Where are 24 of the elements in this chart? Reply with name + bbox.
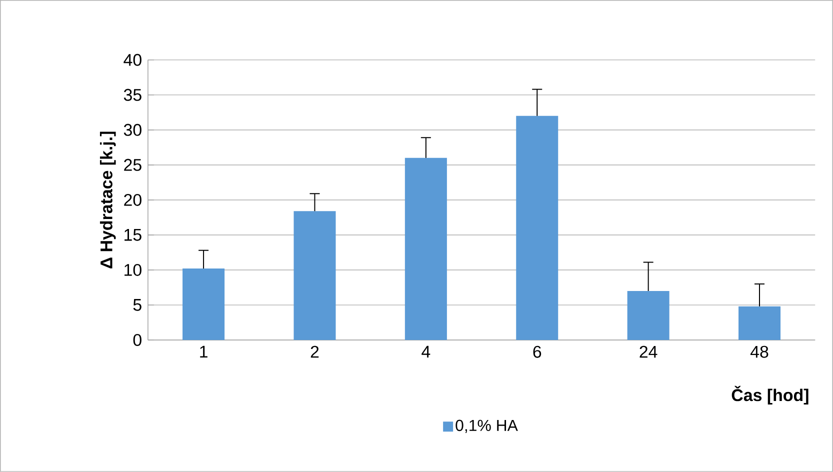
y-tick-label: 25 — [124, 158, 142, 171]
y-tick-label: 15 — [124, 229, 142, 241]
x-tick-label: 2 — [310, 346, 319, 358]
bar — [182, 268, 225, 340]
y-tick-label: 20 — [124, 194, 142, 206]
bar — [738, 306, 781, 340]
y-tick-label: 30 — [124, 124, 142, 136]
x-tick-label: 24 — [640, 346, 658, 358]
x-axis-title: Čas [hod] — [732, 386, 808, 405]
bar — [627, 291, 670, 340]
y-tick-label: 5 — [133, 299, 142, 311]
x-tick-label: 1 — [200, 346, 208, 358]
y-tick-label: 10 — [124, 264, 142, 276]
y-tick-label: 0 — [133, 334, 142, 346]
x-tick-label: 4 — [422, 346, 430, 358]
x-tick-label: 48 — [750, 346, 768, 358]
legend-label: 0,1% HA — [456, 420, 518, 433]
bar — [516, 116, 558, 340]
bar — [294, 211, 336, 340]
y-tick-label: 40 — [124, 54, 142, 66]
y-axis-title: Δ Hydratace [k.j.] — [100, 132, 116, 268]
y-tick-label: 35 — [124, 88, 142, 101]
bar — [404, 158, 447, 340]
x-tick-label: 6 — [533, 346, 542, 358]
